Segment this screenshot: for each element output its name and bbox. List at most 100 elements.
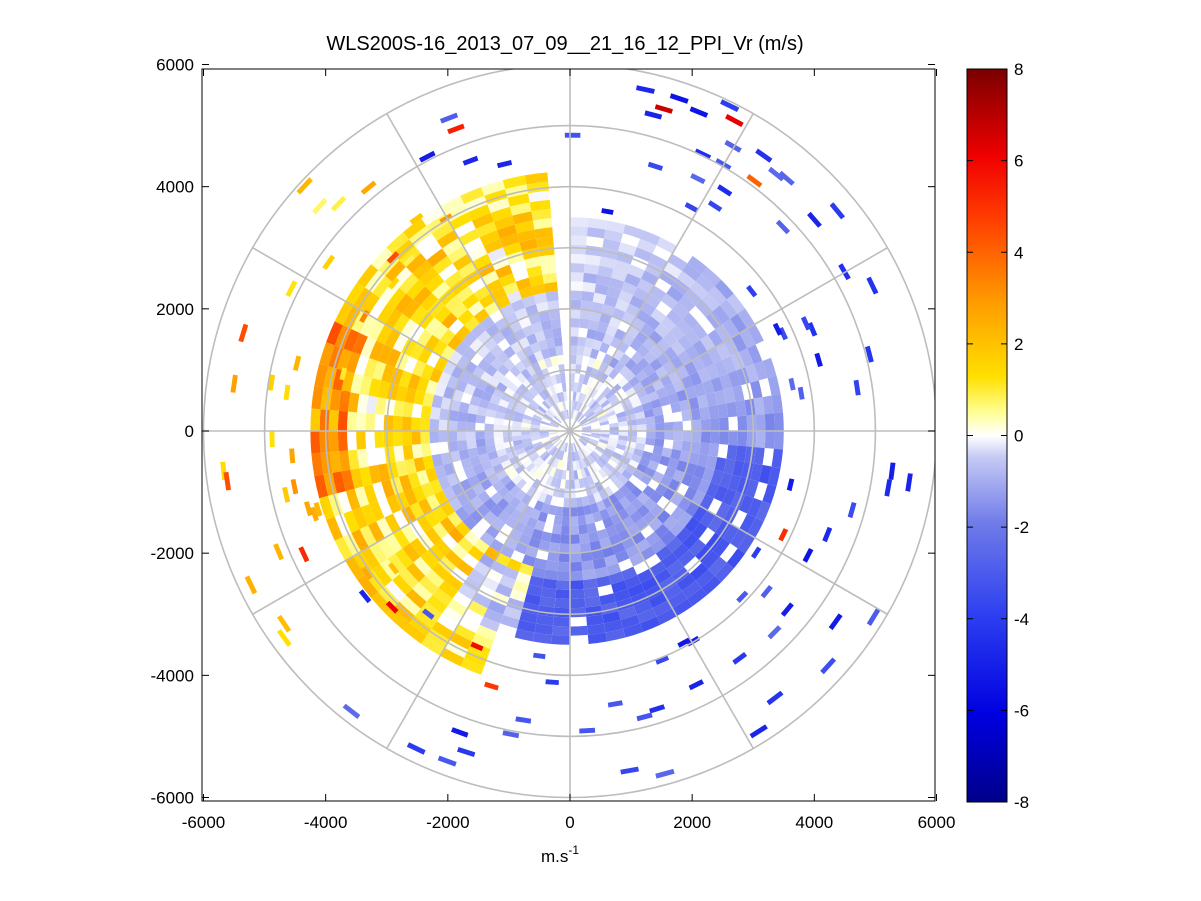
field-cell bbox=[579, 318, 590, 329]
field-cell bbox=[685, 501, 700, 517]
field-cell bbox=[371, 247, 393, 270]
field-cell bbox=[701, 267, 722, 287]
field-cell bbox=[525, 447, 536, 456]
field-cell bbox=[361, 292, 380, 315]
field-cell bbox=[596, 443, 606, 451]
field-cell bbox=[712, 305, 731, 325]
field-cell bbox=[534, 520, 546, 532]
field-cell bbox=[351, 507, 368, 530]
field-cell bbox=[458, 228, 480, 246]
field-cell bbox=[640, 323, 655, 338]
field-cell bbox=[374, 431, 385, 448]
field-cell bbox=[553, 468, 560, 479]
field-cell bbox=[667, 392, 680, 405]
field-cell bbox=[635, 309, 651, 324]
field-cell bbox=[641, 270, 659, 286]
field-gate bbox=[545, 679, 559, 685]
field-cell bbox=[549, 423, 559, 428]
field-cell bbox=[621, 566, 638, 581]
field-cell bbox=[589, 348, 600, 360]
field-cell bbox=[469, 509, 484, 524]
x-tick-label: 2000 bbox=[673, 813, 711, 832]
field-cell bbox=[506, 450, 518, 460]
field-cell bbox=[472, 592, 492, 609]
field-cell bbox=[608, 437, 619, 444]
field-cell bbox=[773, 412, 784, 431]
field-cell bbox=[440, 397, 452, 410]
field-gate bbox=[304, 501, 313, 517]
field-cell bbox=[412, 260, 433, 280]
field-cell bbox=[604, 462, 615, 472]
field-cell bbox=[429, 367, 443, 383]
field-cell bbox=[719, 472, 733, 489]
field-gate bbox=[636, 712, 653, 722]
field-gate bbox=[884, 479, 893, 497]
field-cell bbox=[431, 621, 454, 640]
field-cell bbox=[497, 510, 511, 524]
field-cell bbox=[311, 385, 324, 410]
field-cell bbox=[682, 263, 702, 282]
field-cell bbox=[590, 420, 600, 426]
field-cell bbox=[602, 238, 621, 251]
field-cell bbox=[495, 264, 513, 279]
field-cell bbox=[570, 372, 576, 383]
field-cell bbox=[544, 398, 553, 408]
field-cell bbox=[413, 286, 432, 306]
field-cell bbox=[639, 457, 651, 468]
field-cell bbox=[530, 453, 540, 463]
field-cell bbox=[582, 447, 590, 456]
field-cell bbox=[570, 589, 585, 599]
field-gate bbox=[644, 110, 663, 120]
field-cell bbox=[650, 308, 667, 324]
field-cell bbox=[588, 415, 598, 422]
field-cell bbox=[585, 444, 594, 453]
field-cell bbox=[533, 557, 548, 570]
field-cell bbox=[573, 470, 579, 480]
field-cell bbox=[347, 392, 360, 413]
field-cell bbox=[659, 455, 671, 467]
field-cell bbox=[447, 598, 468, 617]
field-cell bbox=[722, 488, 737, 506]
field-cell bbox=[552, 438, 561, 445]
field-cell bbox=[604, 406, 615, 415]
field-cell bbox=[432, 505, 448, 523]
field-cell bbox=[588, 531, 600, 543]
field-cell bbox=[771, 393, 783, 414]
field-cell bbox=[462, 293, 479, 310]
field-gate bbox=[358, 589, 372, 604]
field-cell bbox=[594, 481, 604, 492]
field-cell bbox=[438, 419, 449, 431]
field-cell bbox=[417, 347, 433, 364]
field-cell bbox=[579, 309, 592, 320]
field-cell bbox=[467, 545, 485, 562]
field-cell bbox=[371, 592, 393, 615]
field-cell bbox=[539, 450, 549, 460]
field-cell bbox=[432, 522, 449, 539]
field-cell bbox=[555, 589, 570, 599]
azimuth-spoke bbox=[386, 113, 571, 432]
field-gate bbox=[772, 322, 783, 336]
field-cell bbox=[406, 279, 426, 300]
field-cell bbox=[747, 497, 763, 518]
field-cell bbox=[496, 623, 517, 638]
field-cell bbox=[540, 436, 550, 442]
field-cell bbox=[713, 485, 728, 502]
field-cell bbox=[495, 552, 511, 567]
field-cell bbox=[440, 345, 455, 361]
field-cell bbox=[583, 587, 600, 599]
field-cell bbox=[555, 373, 562, 384]
field-cell bbox=[688, 452, 700, 465]
field-cell bbox=[328, 410, 339, 431]
field-cell bbox=[441, 312, 458, 329]
field-cell bbox=[685, 345, 700, 361]
field-cell bbox=[532, 441, 543, 448]
field-cell bbox=[710, 431, 720, 444]
field-cell bbox=[619, 496, 631, 509]
field-cell bbox=[561, 442, 566, 452]
field-cell bbox=[572, 391, 577, 401]
field-cell bbox=[654, 438, 665, 448]
field-cell bbox=[635, 538, 651, 553]
field-cell bbox=[507, 193, 530, 207]
field-cell bbox=[710, 418, 720, 431]
field-cell bbox=[392, 528, 410, 549]
